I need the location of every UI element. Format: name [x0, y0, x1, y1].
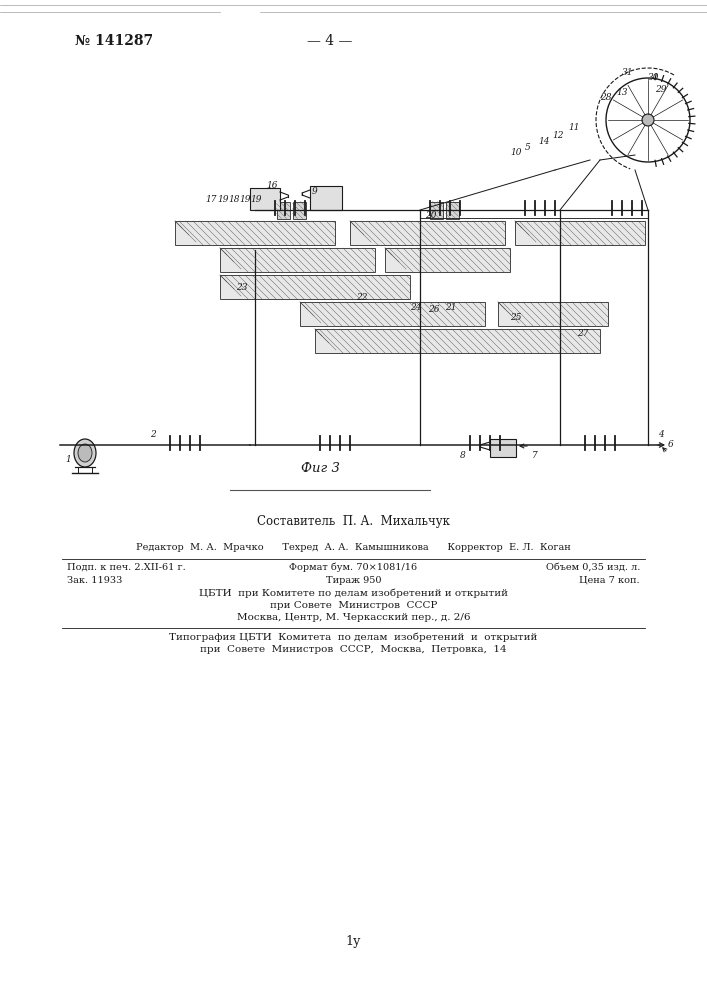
Bar — [350, 221, 505, 245]
Bar — [293, 202, 305, 219]
Text: Типография ЦБТИ  Комитета  по делам  изобретений  и  открытий: Типография ЦБТИ Комитета по делам изобре… — [169, 633, 538, 642]
Text: ЦБТИ  при Комитете по делам изобретений и открытий: ЦБТИ при Комитете по делам изобретений и… — [199, 588, 508, 598]
Bar — [276, 202, 289, 219]
Text: 19: 19 — [239, 195, 250, 204]
Text: при Совете  Министров  СССР: при Совете Министров СССР — [270, 601, 437, 610]
Text: Москва, Центр, М. Черкасский пер., д. 2/6: Москва, Центр, М. Черкасский пер., д. 2/… — [237, 613, 470, 622]
Text: 12: 12 — [552, 131, 563, 140]
Text: — 4 —: — 4 — — [308, 34, 353, 48]
Bar — [385, 248, 510, 272]
Ellipse shape — [74, 439, 96, 467]
Bar — [220, 275, 410, 299]
Text: 19: 19 — [217, 195, 228, 204]
Text: № 141287: № 141287 — [75, 34, 153, 48]
Text: 24: 24 — [410, 303, 421, 312]
Bar — [220, 248, 375, 272]
Text: 1у: 1у — [346, 935, 361, 948]
Text: Редактор  М. А.  Мрачко      Техред  А. А.  Камышникова      Корректор  Е. Л.  К: Редактор М. А. Мрачко Техред А. А. Камыш… — [136, 543, 571, 552]
Text: 10: 10 — [510, 148, 522, 157]
Bar — [515, 221, 645, 245]
Ellipse shape — [78, 444, 92, 462]
Text: 30: 30 — [648, 73, 660, 82]
Text: Цена 7 коп.: Цена 7 коп. — [579, 576, 640, 585]
Text: Подп. к печ. 2.XII-61 г.: Подп. к печ. 2.XII-61 г. — [67, 563, 186, 572]
Text: 17: 17 — [205, 195, 216, 204]
Bar — [250, 188, 280, 210]
Text: Зак. 11933: Зак. 11933 — [67, 576, 122, 585]
Text: 21: 21 — [445, 303, 457, 312]
Text: 2: 2 — [150, 430, 156, 439]
Text: 7: 7 — [532, 451, 538, 460]
Circle shape — [642, 114, 654, 126]
Text: Объем 0,35 изд. л.: Объем 0,35 изд. л. — [546, 563, 640, 572]
Text: 9: 9 — [312, 187, 317, 196]
Text: 1: 1 — [65, 455, 71, 464]
Text: 16: 16 — [266, 181, 278, 190]
Text: 8: 8 — [460, 451, 466, 460]
Text: при  Совете  Министров  СССР,  Москва,  Петровка,  14: при Совете Министров СССР, Москва, Петро… — [200, 645, 507, 654]
Text: 31: 31 — [622, 68, 633, 77]
Text: 20: 20 — [425, 211, 436, 220]
Bar — [300, 302, 485, 326]
Text: 26: 26 — [428, 305, 440, 314]
Bar — [175, 221, 335, 245]
Text: 25: 25 — [510, 313, 522, 322]
Text: 6: 6 — [668, 440, 674, 449]
Text: Тираж 950: Тираж 950 — [326, 576, 381, 585]
Bar — [498, 302, 608, 326]
Text: 27: 27 — [577, 329, 588, 338]
Text: 19: 19 — [250, 195, 262, 204]
Text: 28: 28 — [600, 93, 612, 102]
Text: 4: 4 — [658, 430, 664, 439]
Text: Формат бум. 70×1081/16: Формат бум. 70×1081/16 — [289, 562, 418, 572]
Bar — [429, 202, 443, 219]
Text: 5: 5 — [525, 143, 531, 152]
Text: 29: 29 — [655, 85, 667, 94]
Text: 18: 18 — [228, 195, 240, 204]
Bar — [490, 439, 516, 457]
Bar — [315, 329, 600, 353]
Text: 14: 14 — [538, 137, 549, 146]
Bar — [310, 186, 342, 210]
Text: 23: 23 — [236, 283, 247, 292]
Bar — [445, 202, 459, 219]
Text: Составитель  П. А.  Михальчук: Составитель П. А. Михальчук — [257, 515, 450, 528]
Text: 11: 11 — [568, 123, 580, 132]
Text: Фиг 3: Фиг 3 — [300, 462, 339, 475]
Text: 13: 13 — [616, 88, 628, 97]
Text: 22: 22 — [356, 293, 368, 302]
